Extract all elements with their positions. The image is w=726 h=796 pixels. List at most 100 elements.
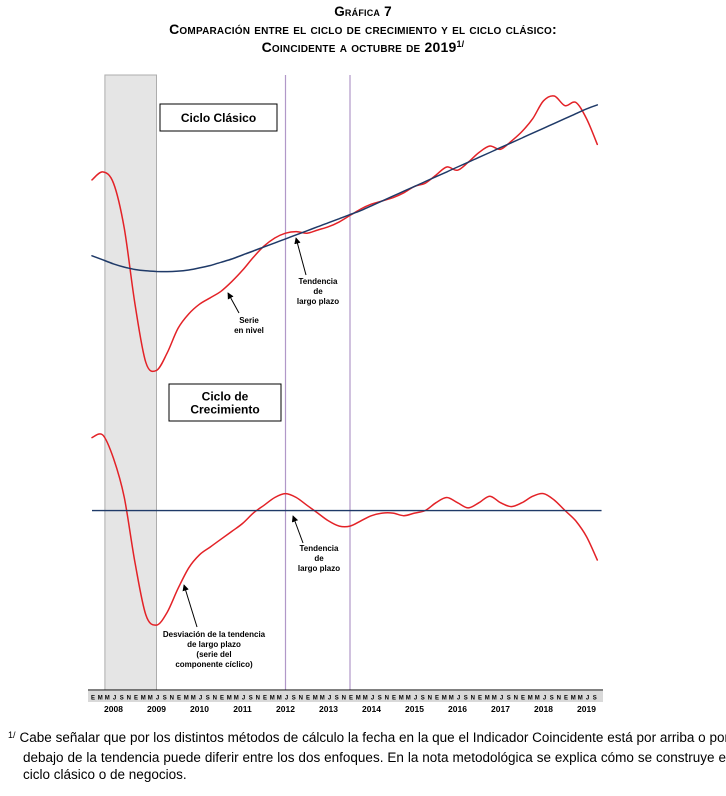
panel-box-ciclo-clasico bbox=[159, 103, 278, 132]
month-tick-label: E bbox=[392, 696, 396, 702]
year-label-2010: 2010 bbox=[190, 704, 209, 714]
panel-box-label-ciclo-clasico: Ciclo Clásico bbox=[181, 111, 256, 125]
year-label-2012: 2012 bbox=[276, 704, 295, 714]
series-lines bbox=[91, 95, 602, 626]
year-label-2014: 2014 bbox=[362, 704, 381, 714]
month-tick-label: E bbox=[478, 696, 482, 702]
month-tick-label: M bbox=[399, 696, 404, 702]
month-tick-label: M bbox=[105, 696, 110, 702]
chart-subtitle: Coincidente a octubre de 20191/ bbox=[0, 38, 726, 58]
footnote-ref: 1/ bbox=[456, 39, 465, 49]
month-tick-label: S bbox=[206, 696, 210, 702]
annotation-text-tendencia-bottom: largo plazo bbox=[298, 564, 340, 573]
month-tick-label: N bbox=[213, 696, 217, 702]
year-label-2018: 2018 bbox=[534, 704, 553, 714]
month-tick-label: M bbox=[449, 696, 454, 702]
series-line-serie-en-nivel bbox=[91, 95, 599, 373]
month-tick-label: E bbox=[263, 696, 267, 702]
month-tick-label: E bbox=[564, 696, 568, 702]
month-tick-label: J bbox=[457, 696, 460, 702]
month-tick-label: E bbox=[306, 696, 310, 702]
month-tick-label: M bbox=[356, 696, 361, 702]
month-tick-label: M bbox=[363, 696, 368, 702]
month-tick-label: M bbox=[485, 696, 490, 702]
month-tick-label: J bbox=[285, 696, 288, 702]
month-tick-label: N bbox=[514, 696, 518, 702]
annotation-text-desviacion: de largo plazo bbox=[187, 640, 241, 649]
year-label-2019: 2019 bbox=[577, 704, 596, 714]
recession-band bbox=[104, 74, 157, 691]
chart-title: Comparación entre el ciclo de crecimient… bbox=[169, 21, 557, 37]
month-tick-label: J bbox=[586, 696, 589, 702]
annotation-arrow-desviacion bbox=[182, 584, 198, 628]
annotation-text-tendencia-top: largo plazo bbox=[297, 297, 339, 306]
month-tick-label: S bbox=[378, 696, 382, 702]
month-tick-label: J bbox=[500, 696, 503, 702]
month-tick-label: N bbox=[471, 696, 475, 702]
month-tick-label: E bbox=[220, 696, 224, 702]
month-tick-label: S bbox=[421, 696, 425, 702]
chart-subtitle-text: Coincidente a octubre de 2019 bbox=[261, 39, 457, 55]
annotation-text-tendencia-top: de bbox=[313, 287, 323, 296]
annotation-text-desviacion: (serie del bbox=[196, 650, 231, 659]
month-tick-label: M bbox=[571, 696, 576, 702]
annotation-text-tendencia-bottom: de bbox=[314, 554, 324, 563]
month-tick-label: M bbox=[535, 696, 540, 702]
month-tick-label: S bbox=[507, 696, 511, 702]
month-tick-label: M bbox=[578, 696, 583, 702]
chart-number: Gráfica 7 bbox=[334, 4, 392, 19]
annotation-arrow-tendencia-bottom bbox=[291, 515, 304, 544]
year-label-2009: 2009 bbox=[147, 704, 166, 714]
month-tick-label: N bbox=[428, 696, 432, 702]
year-label-2016: 2016 bbox=[448, 704, 467, 714]
month-tick-label: S bbox=[335, 696, 339, 702]
month-tick-label: E bbox=[91, 696, 95, 702]
month-tick-label: E bbox=[349, 696, 353, 702]
annotation-text-serie-en-nivel: en nivel bbox=[234, 326, 264, 335]
month-tick-label: S bbox=[550, 696, 554, 702]
month-tick-label: N bbox=[557, 696, 561, 702]
annotation-arrow-tendencia-top bbox=[294, 237, 307, 276]
vertical-reference-lines bbox=[284, 75, 351, 690]
month-tick-label: M bbox=[320, 696, 325, 702]
panel-box-ciclo-crecimiento bbox=[168, 383, 282, 422]
month-tick-label: M bbox=[313, 696, 318, 702]
month-tick-label: M bbox=[234, 696, 239, 702]
annotation-text-serie-en-nivel: Serie bbox=[239, 316, 259, 325]
month-tick-label: N bbox=[256, 696, 260, 702]
month-tick-label: M bbox=[191, 696, 196, 702]
month-tick-label: M bbox=[141, 696, 146, 702]
month-tick-label: E bbox=[435, 696, 439, 702]
annotation-text-tendencia-top: Tendencia bbox=[299, 277, 339, 286]
footnote-text: Cabe señalar que por los distintos métod… bbox=[19, 730, 726, 782]
month-tick-label: S bbox=[249, 696, 253, 702]
series-line-tendencia-de-largo-plazo bbox=[91, 104, 599, 273]
month-tick-label: S bbox=[464, 696, 468, 702]
footnote: 1/Cabe señalar que por los distintos mét… bbox=[8, 729, 726, 784]
month-tick-label: J bbox=[156, 696, 159, 702]
month-tick-label: J bbox=[371, 696, 374, 702]
month-tick-label: M bbox=[148, 696, 153, 702]
month-tick-label: M bbox=[270, 696, 275, 702]
month-tick-label: J bbox=[543, 696, 546, 702]
annotation-text-desviacion: Desviación de la tendencia bbox=[163, 630, 266, 639]
year-label-2017: 2017 bbox=[491, 704, 510, 714]
month-tick-label: S bbox=[593, 696, 597, 702]
month-tick-label: M bbox=[227, 696, 232, 702]
panel-box-label-ciclo-crecimiento: Crecimiento bbox=[190, 403, 259, 417]
month-tick-label: J bbox=[199, 696, 202, 702]
series-line-desviaci-n-de-la-tendencia-de-largo-plaz bbox=[91, 433, 599, 626]
month-tick-label: M bbox=[184, 696, 189, 702]
annotation-arrow-serie-en-nivel bbox=[227, 292, 240, 314]
month-tick-label: J bbox=[328, 696, 331, 702]
month-tick-label: J bbox=[113, 696, 116, 702]
year-label-2015: 2015 bbox=[405, 704, 424, 714]
month-tick-label: M bbox=[492, 696, 497, 702]
footnote-marker: 1/ bbox=[8, 730, 16, 740]
month-tick-label: M bbox=[528, 696, 533, 702]
month-tick-label: M bbox=[98, 696, 103, 702]
panel-box-label-ciclo-crecimiento: Ciclo de bbox=[202, 390, 249, 404]
